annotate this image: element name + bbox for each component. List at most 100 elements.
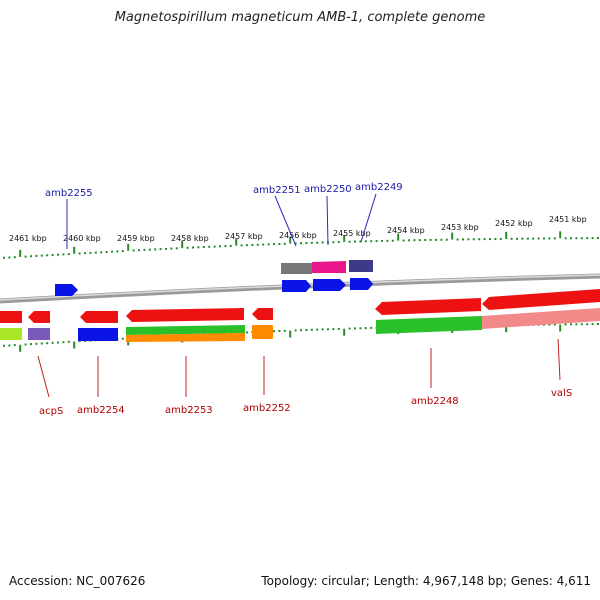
scale-label: 2457 kbp (225, 232, 263, 241)
scale-minor-tick (391, 239, 394, 242)
gene-feature[interactable] (28, 328, 50, 340)
scale-minor-tick (46, 254, 49, 257)
gene-feature[interactable] (282, 280, 311, 292)
accession-text: Accession: NC_007626 (9, 574, 146, 588)
scale-major-tick (505, 231, 508, 239)
bottom-leader-lines (37, 338, 561, 398)
scale-minor-tick (35, 342, 38, 345)
scale-minor-tick (305, 242, 308, 244)
gene-feature[interactable] (252, 308, 273, 320)
gene-feature[interactable] (350, 278, 373, 290)
gene-label-amb2251[interactable]: amb2251 (253, 185, 301, 196)
scale-minor-tick (67, 253, 70, 256)
scale-minor-tick (3, 256, 5, 259)
scale-minor-tick (283, 242, 286, 245)
scale-minor-tick (143, 248, 146, 251)
scale-minor-tick (24, 343, 27, 346)
features-bottom (0, 289, 600, 342)
gene-feature[interactable] (376, 316, 482, 334)
scale-label: 2451 kbp (549, 215, 587, 224)
scale-minor-tick (359, 327, 362, 330)
gene-feature[interactable] (252, 325, 273, 339)
scale-minor-tick (229, 244, 232, 247)
gene-feature[interactable] (312, 261, 346, 273)
scale-minor-tick (35, 254, 38, 257)
scale-major-tick (397, 233, 400, 241)
gene-label-amb2254[interactable]: amb2254 (77, 405, 125, 416)
scale-minor-tick (24, 255, 27, 258)
scale-minor-tick (364, 240, 367, 243)
gene-feature[interactable] (80, 311, 118, 323)
gene-label-amb2253[interactable]: amb2253 (165, 405, 213, 416)
scale-minor-tick (575, 323, 578, 326)
gene-label-amb2250[interactable]: amb2250 (304, 184, 352, 195)
scale-minor-tick (499, 237, 502, 240)
scale-minor-tick (278, 243, 281, 245)
gene-feature[interactable] (126, 308, 244, 322)
scale-minor-tick (8, 256, 11, 259)
gene-feature[interactable] (126, 325, 245, 335)
scale-minor-tick (553, 237, 556, 240)
scale-minor-tick (570, 237, 572, 240)
scale-minor-tick (57, 341, 59, 344)
scale-minor-tick (256, 243, 259, 246)
scale-minor-tick (435, 238, 437, 241)
scale-minor-tick (273, 243, 275, 246)
scale-minor-tick (294, 242, 297, 245)
scale-minor-tick (121, 250, 124, 253)
scale-minor-tick (402, 239, 405, 242)
scale-minor-tick (121, 337, 124, 340)
scale-minor-tick (175, 247, 178, 250)
gene-feature[interactable] (375, 298, 481, 315)
scale-minor-tick (246, 244, 248, 247)
scale-minor-tick (46, 342, 49, 345)
scale-minor-tick (321, 241, 324, 244)
gene-feature[interactable] (28, 311, 50, 323)
scale-minor-tick (67, 340, 70, 343)
scale-minor-tick (310, 328, 313, 331)
gene-label-acpS[interactable]: acpS (39, 406, 63, 417)
scale-minor-tick (548, 323, 551, 326)
scale-label: 2458 kbp (171, 234, 209, 243)
gene-feature[interactable] (0, 311, 22, 323)
scale-minor-tick (348, 327, 351, 330)
scale-minor-tick (300, 242, 302, 245)
gene-feature[interactable] (482, 308, 600, 329)
gene-label-amb2248[interactable]: amb2248 (411, 396, 459, 407)
gene-label-amb2249[interactable]: amb2249 (355, 182, 403, 193)
scale-minor-tick (332, 241, 335, 244)
topology-text: Topology: circular; Length: 4,967,148 bp… (261, 574, 591, 588)
gene-feature[interactable] (55, 284, 78, 296)
gene-feature[interactable] (313, 279, 346, 291)
scale-minor-tick (267, 243, 270, 246)
scale-minor-tick (489, 238, 491, 241)
gene-label-valS[interactable]: valS (551, 388, 572, 399)
gene-feature[interactable] (78, 328, 118, 341)
scale-minor-tick (89, 251, 92, 254)
scale-major-tick (181, 241, 184, 249)
scale-minor-tick (375, 240, 378, 243)
scale-minor-tick (262, 243, 265, 246)
scale-major-tick (235, 238, 238, 246)
scale-label: 2452 kbp (495, 219, 533, 228)
scale-minor-tick (294, 329, 297, 332)
gene-feature[interactable] (0, 328, 22, 340)
bottom-labels: acpS amb2254 amb2253 amb2252 amb2248 val… (39, 388, 572, 417)
gene-label-amb2252[interactable]: amb2252 (243, 403, 291, 414)
gene-feature[interactable] (126, 333, 245, 342)
gene-feature[interactable] (281, 263, 312, 274)
scale-minor-tick (580, 237, 583, 240)
scale-minor-tick (564, 323, 567, 326)
scale-minor-tick (570, 323, 572, 326)
scale-minor-tick (408, 239, 410, 242)
gene-feature[interactable] (482, 289, 600, 310)
scale-minor-tick (597, 237, 599, 239)
scale-major-tick (451, 232, 454, 240)
features-top (55, 260, 373, 296)
scale-minor-tick (429, 238, 432, 241)
scale-minor-tick (413, 239, 416, 242)
gene-label-amb2255[interactable]: amb2255 (45, 188, 93, 199)
gene-feature[interactable] (349, 260, 373, 272)
scale-major-tick (19, 344, 22, 352)
scale-minor-tick (192, 246, 194, 249)
